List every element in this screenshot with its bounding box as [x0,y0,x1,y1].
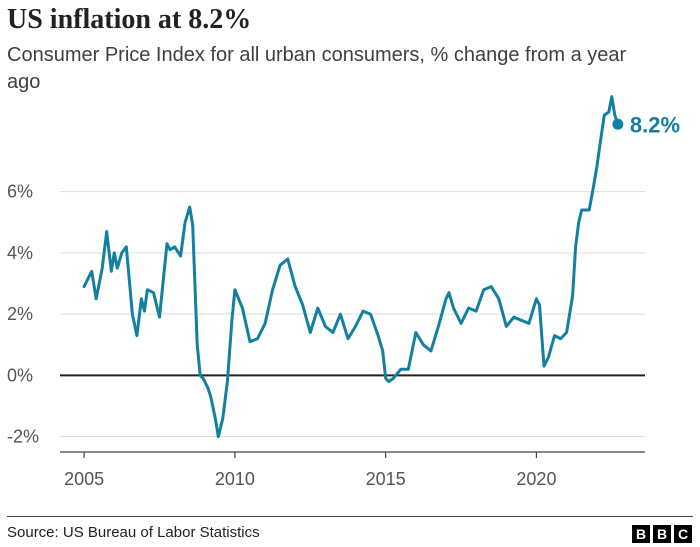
y-tick-label-4: 6% [7,182,33,202]
chart-subtitle: Consumer Price Index for all urban consu… [7,44,627,93]
bbc-logo-letter-b2: B [653,525,671,543]
bbc-logo: B B C [632,525,692,543]
end-value-label: 8.2% [630,112,680,137]
x-tick-label-3: 2020 [516,469,556,489]
x-tick-label-2: 2015 [366,469,406,489]
grid-lines [60,191,645,438]
series-line-0 [82,95,620,439]
x-tick-label-1: 2010 [215,469,255,489]
footer-divider [7,516,693,517]
x-tick-label-0: 2005 [64,469,104,489]
x-axis: 2005 2010 2015 2020 [60,451,645,489]
y-tick-label-1: 0% [7,365,33,385]
y-tick-label-2: 2% [7,304,33,324]
y-tick-label-3: 4% [7,243,33,263]
line-chart: -2% 0% 2% 4% 6% 2005 2010 2015 2020 8.2% [7,95,680,489]
y-axis-tick-labels: -2% 0% 2% 4% 6% [7,182,39,447]
chart-title: US inflation at 8.2% [7,4,252,35]
bbc-logo-letter-c: C [674,525,692,543]
end-point-marker [612,118,624,130]
series-layer: 8.2% [82,95,680,439]
source-note: Source: US Bureau of Labor Statistics [7,524,260,541]
bbc-logo-letter-b1: B [632,525,650,543]
y-tick-label-0: -2% [7,427,39,447]
